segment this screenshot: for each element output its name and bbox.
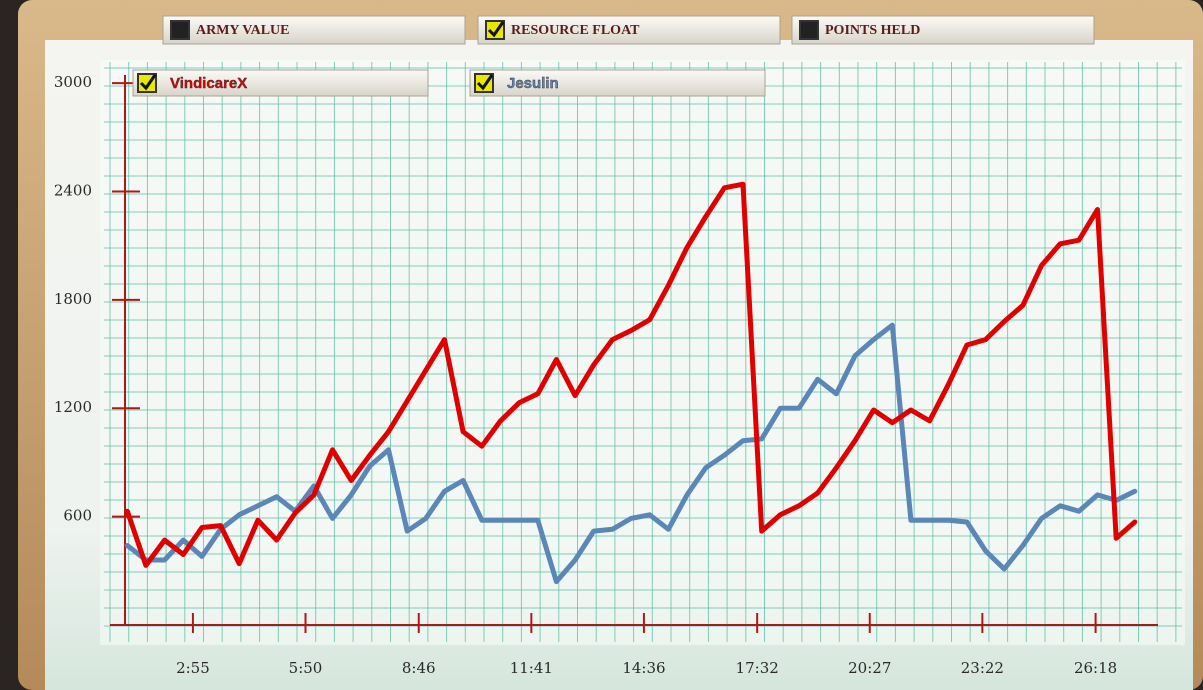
tab-checkbox: [170, 20, 190, 40]
x-tick-label: 11:41: [510, 659, 553, 677]
legend-item[interactable]: VindicareX: [132, 69, 429, 97]
graph-paper: [100, 60, 1185, 645]
y-tick-label: 1800: [54, 290, 92, 308]
tab-checkbox: [799, 20, 819, 40]
tab-button: [477, 15, 781, 45]
x-tick-label: 26:18: [1074, 659, 1117, 677]
x-tick-label: 17:32: [736, 659, 779, 677]
legend-item[interactable]: Jesulin: [469, 69, 766, 97]
tab-bar: ARMY VALUE RESOURCE FLOAT POINTS HELD: [162, 15, 1095, 45]
tab-label: ARMY VALUE: [196, 23, 289, 38]
grid: [104, 62, 1182, 642]
x-tick-label: 2:55: [176, 659, 210, 677]
legend-checkbox-tick: [476, 74, 494, 91]
plot: 600 1200 1800 2400 3000 2:55 5:50 8:46 11:41 14:3…: [54, 69, 1158, 677]
legend-checkbox-tick: [139, 74, 157, 91]
y-tick-label: 2400: [54, 181, 92, 199]
legend-label: Jesulin: [507, 75, 559, 92]
tab-label: RESOURCE FLOAT: [511, 23, 640, 38]
tab-button: [162, 15, 466, 45]
tab-button: [791, 15, 1095, 45]
tab[interactable]: RESOURCE FLOAT: [477, 15, 781, 45]
legend-button: [132, 69, 429, 97]
tab[interactable]: POINTS HELD: [791, 15, 1095, 45]
x-tick-label: 8:46: [402, 659, 436, 677]
x-tick-label: 20:27: [848, 659, 891, 677]
tab-label: POINTS HELD: [825, 23, 920, 38]
tab-checkbox-tick: [487, 21, 505, 38]
y-tick-label: 600: [63, 507, 92, 525]
y-tick-label: 1200: [54, 398, 92, 416]
x-tick-label: 5:50: [289, 659, 323, 677]
tab[interactable]: ARMY VALUE: [162, 15, 466, 45]
series-line: [124, 181, 1138, 568]
y-tick-label: 3000: [54, 73, 92, 91]
x-tick-label: 23:22: [961, 659, 1004, 677]
legend-label: VindicareX: [170, 75, 247, 92]
x-tick-label: 14:36: [622, 659, 665, 677]
legend-button: [469, 69, 766, 97]
